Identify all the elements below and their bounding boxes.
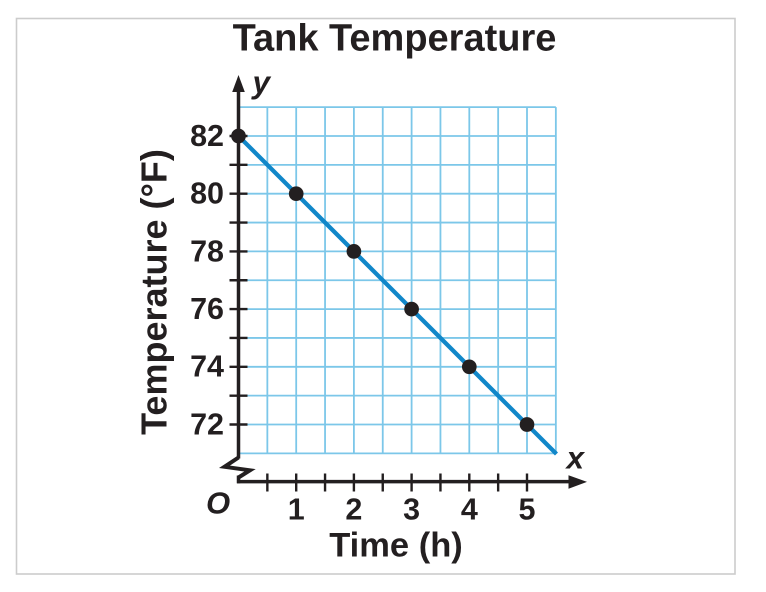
svg-text:72: 72 — [190, 407, 224, 441]
svg-text:O: O — [206, 486, 230, 521]
svg-text:76: 76 — [190, 292, 224, 326]
svg-text:y: y — [251, 64, 272, 100]
svg-text:Time (h): Time (h) — [329, 527, 463, 565]
svg-text:1: 1 — [288, 493, 305, 527]
svg-text:Temperature (°F): Temperature (°F) — [134, 149, 175, 435]
svg-text:82: 82 — [190, 119, 224, 153]
svg-text:4: 4 — [461, 493, 478, 527]
svg-text:78: 78 — [190, 234, 224, 268]
svg-text:80: 80 — [190, 177, 224, 211]
svg-text:Tank Temperature: Tank Temperature — [233, 18, 557, 60]
svg-text:x: x — [565, 440, 586, 476]
svg-text:74: 74 — [190, 350, 224, 384]
svg-text:3: 3 — [403, 493, 420, 527]
svg-text:2: 2 — [345, 493, 362, 527]
svg-text:5: 5 — [519, 493, 536, 527]
